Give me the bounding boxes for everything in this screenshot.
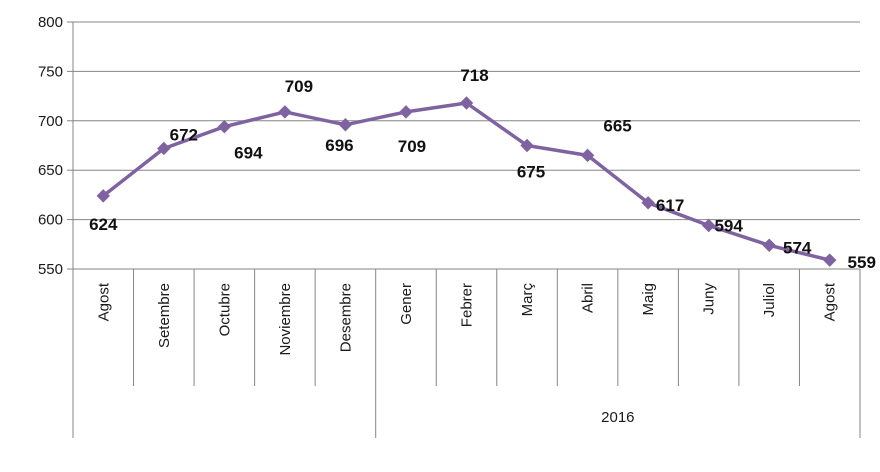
category-group-label: 2016 <box>601 409 634 426</box>
data-label: 594 <box>714 217 743 236</box>
y-tick-label: 800 <box>38 14 63 31</box>
data-label: 574 <box>783 238 812 257</box>
category-label: Juliol <box>761 283 778 317</box>
y-tick-label: 550 <box>38 261 63 278</box>
category-label: Maig <box>640 283 657 316</box>
category-label: Octubre <box>216 283 233 336</box>
data-label: 675 <box>517 163 545 182</box>
category-label: Gener <box>398 283 415 325</box>
category-label: Març <box>519 283 536 317</box>
data-point <box>762 238 776 252</box>
data-label: 672 <box>170 125 198 144</box>
data-point <box>278 105 292 119</box>
data-label: 617 <box>656 196 684 215</box>
y-tick-labels: 550 600 650 700 750 800 <box>38 14 63 278</box>
category-label: Juny <box>701 283 718 315</box>
data-label: 559 <box>848 253 876 272</box>
category-label: Desembre <box>337 283 354 352</box>
data-label: 624 <box>89 215 118 234</box>
category-label: Febrer <box>459 283 476 327</box>
category-group-labels: 2016 <box>601 409 634 426</box>
category-labels: Agost Setembre Octubre Noviembre Desembre Gen… <box>95 282 838 355</box>
axes <box>67 21 861 438</box>
y-tick-label: 700 <box>38 113 63 130</box>
category-label: Noviembre <box>277 283 294 356</box>
category-label: Abril <box>580 283 597 313</box>
data-point <box>157 141 171 156</box>
data-point <box>823 253 837 267</box>
category-label: Setembre <box>156 283 173 348</box>
series-line <box>101 101 832 262</box>
category-label: Agost <box>822 282 839 321</box>
y-tick-label: 650 <box>38 162 63 179</box>
y-tick-label: 750 <box>38 63 63 80</box>
data-labels: 624 672 694 709 696 709 718 675 665 617 594 574 559 <box>89 66 876 272</box>
data-point <box>338 118 353 132</box>
gridlines <box>73 21 860 221</box>
data-point <box>701 218 716 233</box>
data-point <box>520 138 534 153</box>
data-label: 709 <box>285 77 313 96</box>
data-point <box>459 96 474 110</box>
data-point <box>641 196 655 210</box>
data-label: 696 <box>325 136 353 155</box>
data-label: 718 <box>460 66 488 85</box>
data-label: 709 <box>398 137 426 156</box>
y-tick-label: 600 <box>38 212 63 229</box>
category-label: Agost <box>95 282 112 321</box>
data-point <box>217 120 232 134</box>
data-point <box>580 148 595 163</box>
data-label: 694 <box>234 144 263 163</box>
data-point <box>399 105 413 119</box>
series <box>96 96 837 267</box>
data-label: 665 <box>603 116 631 135</box>
data-point <box>96 189 110 203</box>
